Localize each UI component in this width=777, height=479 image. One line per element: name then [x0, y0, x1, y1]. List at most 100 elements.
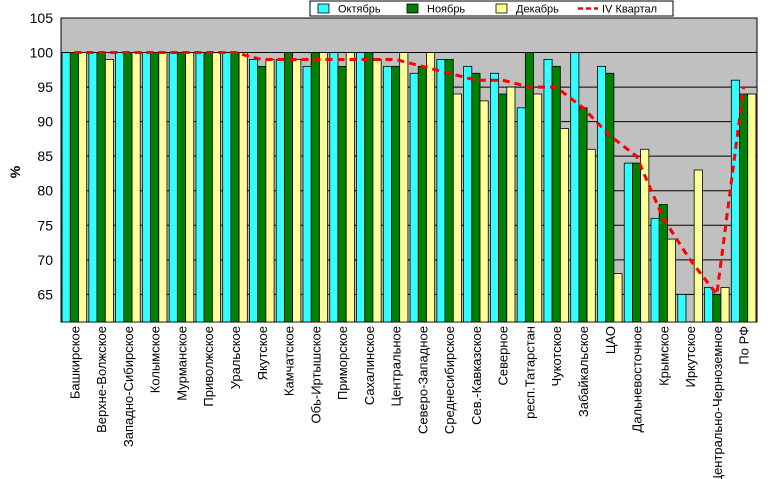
- bar: [426, 52, 436, 323]
- bar: [319, 52, 329, 323]
- y-tick-label: 70: [37, 252, 53, 268]
- bar: [506, 86, 516, 323]
- legend: Октябрь Ноябрь Декабрь IV Квартал: [309, 0, 674, 17]
- bar: [693, 169, 703, 323]
- bar: [61, 52, 71, 323]
- bar: [747, 93, 757, 323]
- x-tick-label: Центрально-Черноземное: [710, 326, 725, 479]
- x-tick-label: ЦАО: [603, 326, 618, 354]
- bar: [399, 52, 409, 323]
- bar: [452, 93, 462, 323]
- bar: [96, 52, 106, 323]
- bar: [249, 59, 259, 323]
- bar: [704, 287, 714, 323]
- x-tick-label: Колымское: [148, 326, 163, 393]
- bar: [292, 59, 302, 323]
- x-tick-label: Северное: [496, 326, 511, 385]
- y-tick-label: 105: [30, 10, 54, 26]
- bar: [543, 59, 553, 323]
- x-tick-label: По РФ: [737, 326, 752, 365]
- x-tick-label: Забайкальское: [576, 326, 591, 417]
- y-axis-ticks: 65 70 75 80 85 90 95 100 105: [30, 10, 54, 302]
- bar: [88, 52, 98, 323]
- x-tick-label: Сахалинское: [362, 326, 377, 405]
- y-tick-label: 90: [37, 114, 53, 130]
- bar: [640, 148, 650, 323]
- bar: [123, 52, 133, 323]
- x-tick-label: Уральское: [228, 326, 243, 389]
- legend-label: Декабрь: [516, 4, 559, 16]
- bar: [356, 52, 366, 323]
- x-tick-label: Сев.-Кавказское: [469, 326, 484, 425]
- bar: [471, 72, 481, 323]
- bar: [104, 59, 114, 323]
- legend-swatch: [317, 3, 330, 14]
- bar: [444, 59, 454, 323]
- bar: [516, 107, 526, 323]
- bar: [720, 287, 730, 323]
- bar: [69, 52, 79, 323]
- bar: [257, 65, 267, 323]
- legend-label: IV Квартал: [602, 4, 657, 16]
- series-line: [74, 51, 746, 299]
- legend-box: [309, 0, 674, 17]
- bar: [345, 52, 355, 323]
- bar: [265, 59, 275, 323]
- bar: [667, 238, 677, 323]
- bar: [158, 52, 168, 323]
- bar: [211, 52, 221, 323]
- bar: [533, 93, 543, 323]
- bar: [551, 65, 561, 323]
- bar: [613, 273, 623, 323]
- bar: [115, 52, 125, 323]
- x-tick-label: Иркутское: [683, 326, 698, 388]
- y-tick-label: 95: [37, 79, 53, 95]
- x-tick-label: Башкирское: [67, 326, 82, 399]
- bar: [302, 65, 312, 323]
- bar: [570, 52, 580, 323]
- x-axis-labels: Башкирское Верхне-Волжское Западно-Сибирск…: [67, 326, 751, 479]
- bar: [559, 128, 569, 323]
- x-tick-label: Северо-Западное: [415, 326, 430, 434]
- legend-label: Октябрь: [338, 4, 381, 16]
- bar: [677, 293, 687, 323]
- bar: [222, 52, 232, 323]
- bar: [141, 52, 151, 323]
- bars: [61, 52, 757, 323]
- bar: [284, 52, 294, 323]
- bar: [524, 52, 534, 323]
- bar: [605, 72, 615, 323]
- bar: [712, 293, 722, 323]
- x-tick-label: Приволжское: [201, 326, 216, 407]
- bar: [650, 217, 660, 323]
- bar: [417, 65, 427, 323]
- bar: [382, 65, 392, 323]
- bar: [230, 52, 240, 323]
- bar: [597, 65, 607, 323]
- bar: [364, 52, 374, 323]
- bar: [329, 52, 339, 323]
- bar: [168, 52, 178, 323]
- bar: [195, 52, 205, 323]
- bar: [489, 72, 499, 323]
- x-tick-label: Чукотское: [549, 326, 564, 387]
- bar: [409, 72, 419, 323]
- bar: [372, 59, 382, 323]
- x-tick-label: Дальневосточное: [630, 326, 645, 432]
- bar: [310, 52, 320, 323]
- y-tick-label: 80: [37, 183, 53, 199]
- bar: [463, 65, 473, 323]
- y-tick-label: 65: [37, 286, 53, 302]
- y-axis-label: %: [7, 165, 23, 178]
- bar: [78, 52, 88, 323]
- x-tick-label: Западно-Сибирское: [121, 326, 136, 447]
- y-tick-label: 85: [37, 148, 53, 164]
- x-tick-label: Обь-Иртышское: [308, 326, 323, 423]
- bar: [436, 59, 446, 323]
- bar: [185, 52, 195, 323]
- x-tick-label: Якутское: [255, 326, 270, 380]
- bar: [498, 93, 508, 323]
- y-tick-label: 75: [37, 217, 53, 233]
- bar: [150, 52, 160, 323]
- bar: [176, 52, 186, 323]
